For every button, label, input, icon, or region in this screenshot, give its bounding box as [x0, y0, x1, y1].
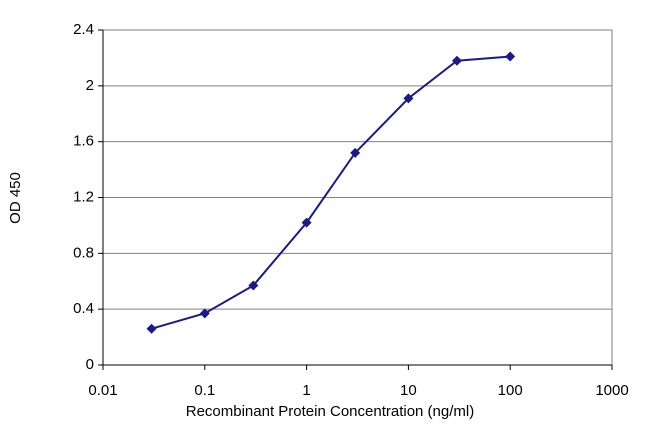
y-axis-label: OD 450 — [7, 172, 24, 224]
data-point — [199, 308, 210, 319]
x-tick-label: 1 — [302, 382, 310, 399]
data-point — [505, 51, 516, 62]
y-tick-label: 1.6 — [73, 133, 94, 150]
y-tick-label: 2.4 — [73, 21, 94, 38]
y-tick-label: 0.4 — [73, 300, 94, 317]
data-point — [451, 55, 462, 66]
y-tick-label: 0.8 — [73, 244, 94, 261]
y-tick-label: 2 — [86, 77, 94, 94]
x-tick-label: 0.01 — [88, 382, 117, 399]
data-line — [151, 55, 511, 330]
x-axis-label: Recombinant Protein Concentration (ng/ml… — [186, 403, 474, 420]
y-tick-label: 1.2 — [73, 188, 94, 205]
data-point — [350, 147, 361, 158]
x-tick-label: 0.1 — [194, 382, 215, 399]
data-point — [403, 93, 414, 104]
x-tick-label: 10 — [400, 382, 417, 399]
data-point — [301, 217, 312, 228]
data-point — [146, 323, 157, 334]
data-point — [248, 280, 259, 291]
x-tick-label: 100 — [498, 382, 523, 399]
y-tick-label: 0 — [86, 356, 94, 373]
x-tick-label: 1000 — [595, 382, 628, 399]
